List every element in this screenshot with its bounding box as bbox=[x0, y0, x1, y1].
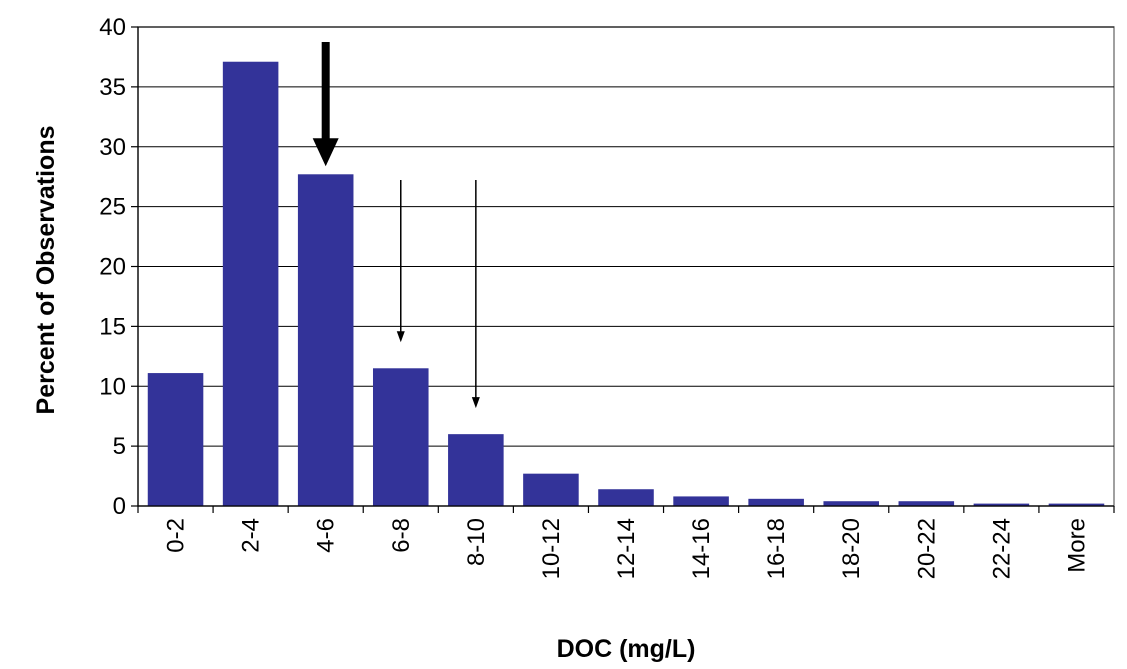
x-tick-label: 12-14 bbox=[613, 518, 640, 579]
x-tick-label: 20-22 bbox=[913, 518, 940, 579]
x-tick-label: 0-2 bbox=[163, 518, 190, 553]
y-tick-label: 25 bbox=[99, 194, 126, 221]
x-tick-label: 8-10 bbox=[463, 518, 490, 566]
bar bbox=[673, 496, 729, 506]
y-tick-label: 5 bbox=[113, 433, 126, 460]
x-tick-labels: 0-2 2-4 4-6 6-8 8-10 10-12 12-14 14-16 16-18 18-2… bbox=[137, 506, 1115, 579]
y-tick-label: 30 bbox=[99, 134, 126, 161]
bar bbox=[222, 61, 279, 506]
bar bbox=[147, 373, 204, 506]
x-tick-label: 2-4 bbox=[238, 518, 265, 553]
y-tick-label: 40 bbox=[99, 14, 126, 41]
x-tick-label: 18-20 bbox=[838, 518, 865, 579]
bar bbox=[823, 501, 880, 506]
bar bbox=[898, 501, 955, 506]
y-tick-label: 10 bbox=[99, 373, 126, 400]
x-tick-label: 16-18 bbox=[763, 518, 790, 579]
bar bbox=[1048, 503, 1105, 506]
bar bbox=[297, 174, 354, 507]
x-tick-label: 10-12 bbox=[538, 518, 565, 579]
thin-arrow-head bbox=[396, 331, 405, 343]
x-tick-label: 6-8 bbox=[388, 518, 415, 553]
x-tick-label: 14-16 bbox=[688, 518, 715, 579]
thick-down-arrow bbox=[312, 42, 339, 167]
y-tick-label: 15 bbox=[99, 313, 126, 340]
bar bbox=[748, 498, 804, 506]
thin-arrow-head bbox=[471, 397, 480, 409]
y-tick-labels: 0 5 10 15 20 25 30 35 40 bbox=[99, 14, 138, 520]
bars bbox=[147, 61, 1105, 507]
bar bbox=[973, 503, 1030, 506]
bar bbox=[372, 368, 429, 506]
x-tick-label: More bbox=[1063, 518, 1090, 573]
y-tick-label: 0 bbox=[113, 493, 126, 520]
y-tick-label: 35 bbox=[99, 74, 126, 101]
y-tick-label: 20 bbox=[99, 254, 126, 281]
x-tick-label: 22-24 bbox=[988, 518, 1015, 579]
bar bbox=[448, 434, 504, 506]
x-axis-title: DOC (mg/L) bbox=[557, 635, 696, 663]
annotation-arrows bbox=[312, 42, 480, 409]
bar bbox=[598, 489, 654, 506]
bar bbox=[523, 473, 579, 506]
y-axis-title: Percent of Observations bbox=[32, 126, 60, 415]
x-tick-label: 4-6 bbox=[313, 518, 340, 553]
